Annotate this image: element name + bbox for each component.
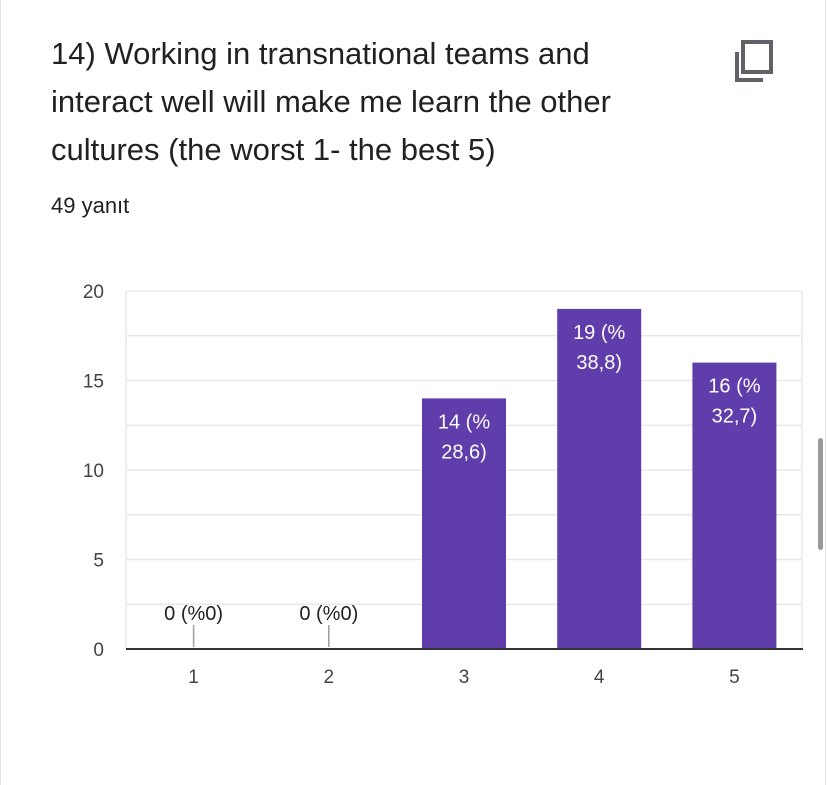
copy-chart-button[interactable] xyxy=(729,38,779,88)
y-tick-label: 15 xyxy=(83,372,104,393)
x-tick-label: 2 xyxy=(324,667,335,688)
response-count: 49 yanıt xyxy=(51,193,130,218)
y-tick-label: 5 xyxy=(93,551,104,572)
question-title: 14) Working in transnational teams and i… xyxy=(51,36,611,167)
data-label: 38,8) xyxy=(576,352,622,374)
x-tick-label: 5 xyxy=(729,667,740,688)
y-tick-label: 20 xyxy=(83,282,104,303)
data-label: 14 (% xyxy=(438,411,490,433)
data-label: 28,6) xyxy=(441,441,487,463)
bar xyxy=(692,362,777,649)
x-tick-label: 3 xyxy=(459,667,470,688)
data-label: 16 (% xyxy=(708,376,760,398)
scrollbar[interactable] xyxy=(818,438,823,550)
data-label: 0 (%0) xyxy=(299,603,358,625)
y-tick-label: 0 xyxy=(93,640,104,661)
x-tick-label: 4 xyxy=(594,667,605,688)
data-label: 19 (% xyxy=(573,322,625,344)
data-label: 32,7) xyxy=(712,406,758,428)
x-tick-label: 1 xyxy=(188,667,199,688)
bar xyxy=(557,308,642,649)
bar xyxy=(422,398,506,649)
y-tick-label: 10 xyxy=(83,461,104,482)
data-label: 0 (%0) xyxy=(164,603,223,625)
copy-icon xyxy=(735,40,773,82)
